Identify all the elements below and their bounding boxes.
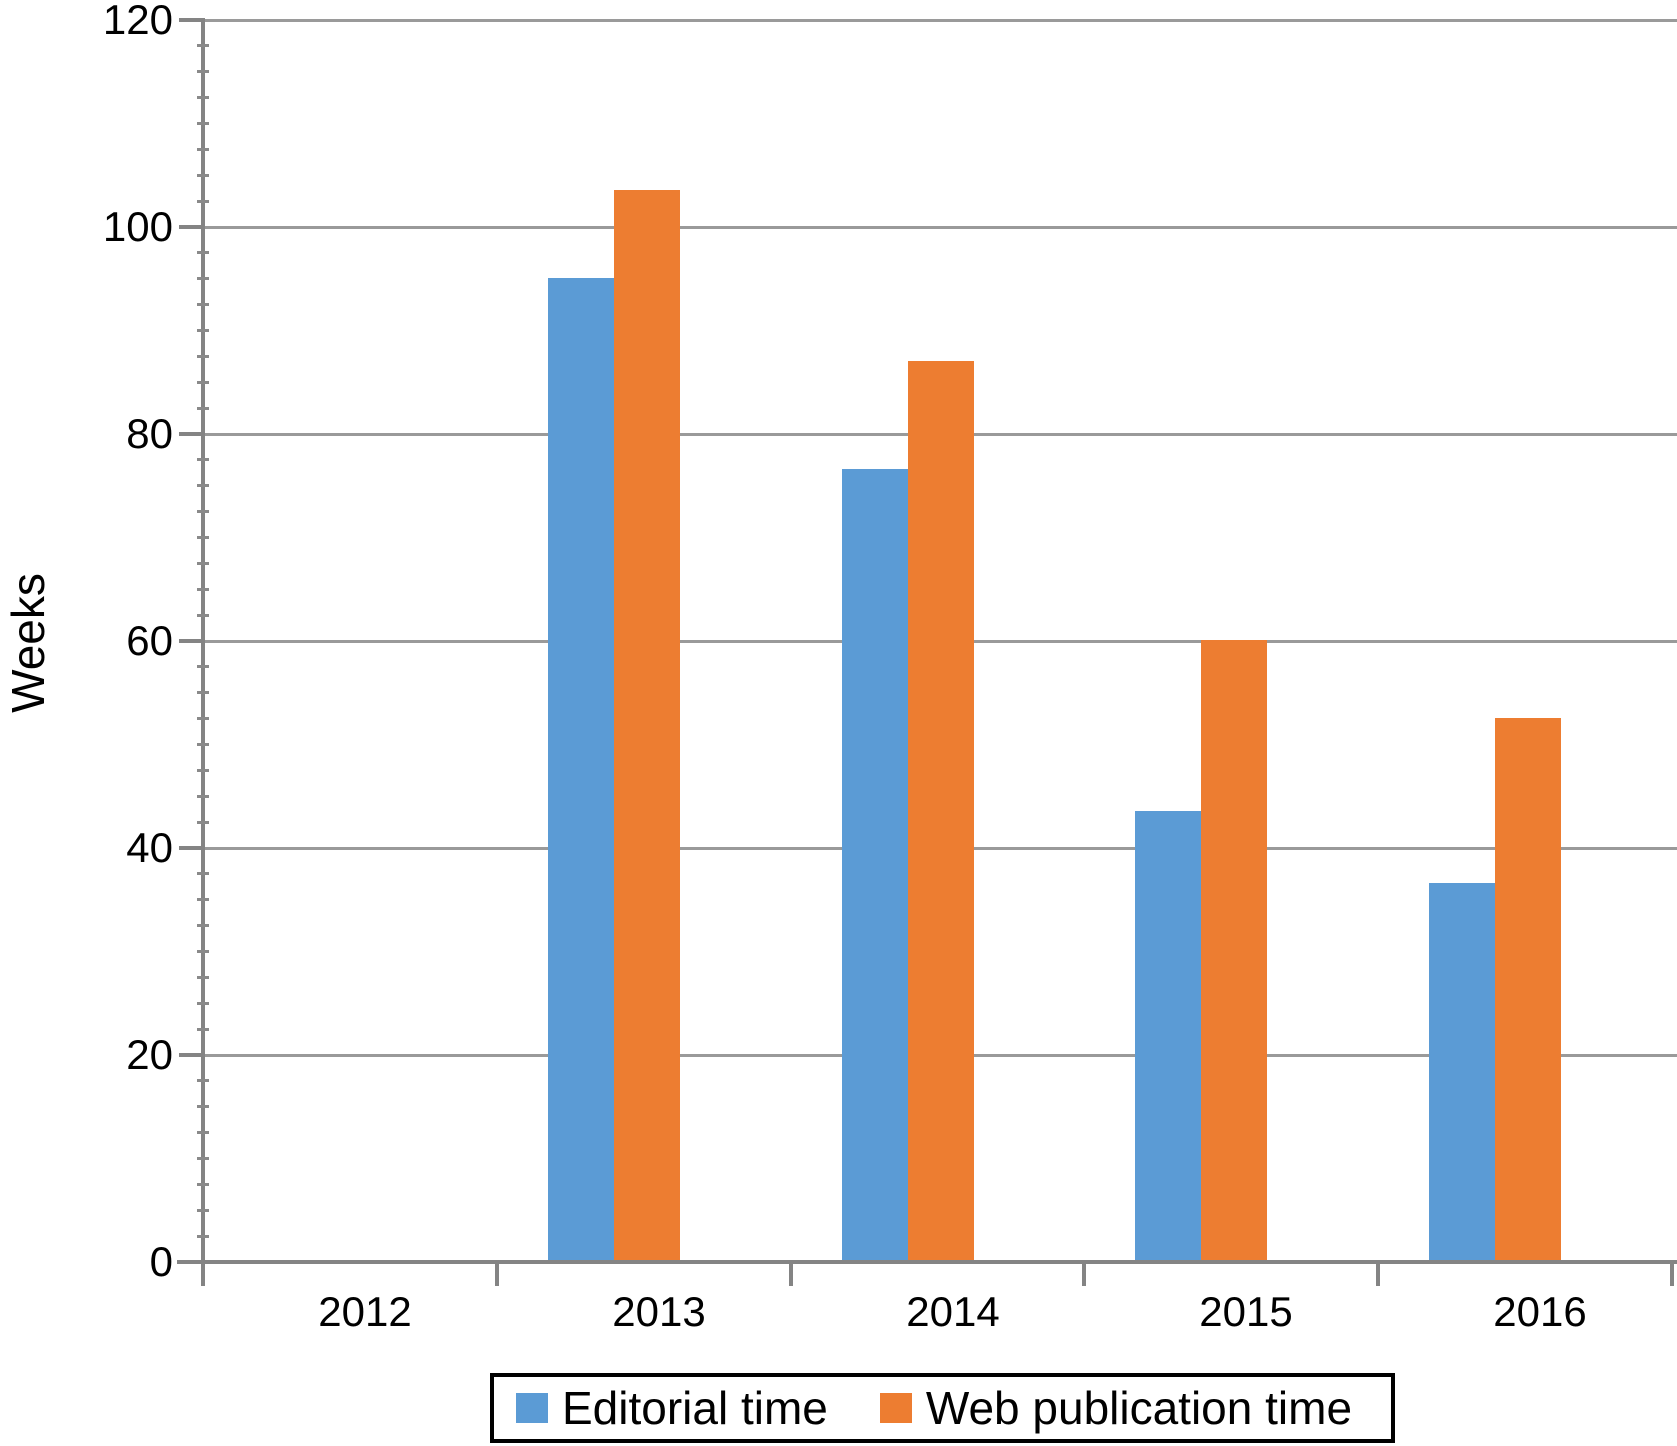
x-boundary-tick-4 xyxy=(1376,1260,1380,1286)
bar-editorial-time-2014 xyxy=(842,469,908,1261)
legend-label-editorial-time: Editorial time xyxy=(562,1382,828,1434)
y-minor-tick-87.5 xyxy=(197,354,209,358)
y-minor-tick-75 xyxy=(197,484,209,488)
legend-swatch-editorial-time-icon xyxy=(516,1393,548,1423)
y-minor-tick-67.5 xyxy=(197,561,209,565)
y-major-tick-60 xyxy=(179,639,205,643)
y-minor-tick-77.5 xyxy=(197,458,209,462)
y-minor-tick-62.5 xyxy=(197,613,209,617)
y-minor-tick-25 xyxy=(197,1001,209,1005)
y-minor-tick-107.5 xyxy=(197,147,209,151)
x-boundary-tick-2 xyxy=(789,1260,793,1286)
y-minor-tick-65 xyxy=(197,587,209,591)
x-axis-line xyxy=(177,1260,1677,1264)
y-tick-label-100: 100 xyxy=(102,203,173,250)
y-minor-tick-92.5 xyxy=(197,303,209,307)
y-minor-tick-102.5 xyxy=(197,199,209,203)
legend-label-web-publication-time: Web publication time xyxy=(925,1382,1353,1434)
y-minor-tick-7.5 xyxy=(197,1182,209,1186)
y-minor-tick-42.5 xyxy=(197,820,209,824)
legend-item-editorial-time: Editorial time xyxy=(516,1378,828,1438)
y-tick-label-60: 60 xyxy=(126,617,173,664)
y-minor-tick-12.5 xyxy=(197,1131,209,1135)
y-tick-label-80: 80 xyxy=(126,410,173,457)
x-boundary-tick-1 xyxy=(495,1260,499,1286)
gridline-y-100 xyxy=(203,225,1677,229)
y-minor-tick-17.5 xyxy=(197,1079,209,1083)
x-boundary-tick-0 xyxy=(201,1260,205,1286)
y-major-tick-20 xyxy=(179,1053,205,1057)
y-minor-tick-35 xyxy=(197,898,209,902)
y-minor-tick-72.5 xyxy=(197,510,209,514)
y-minor-tick-105 xyxy=(197,173,209,177)
y-minor-tick-82.5 xyxy=(197,406,209,410)
bar-web-publication-time-2015 xyxy=(1201,640,1267,1261)
y-minor-tick-110 xyxy=(197,122,209,125)
y-minor-tick-112.5 xyxy=(197,96,209,100)
y-major-tick-0 xyxy=(179,1260,205,1264)
y-minor-tick-95 xyxy=(197,277,209,281)
bar-web-publication-time-2014 xyxy=(908,361,974,1261)
x-boundary-tick-3 xyxy=(1082,1260,1086,1286)
y-minor-tick-2.5 xyxy=(197,1234,209,1238)
y-minor-tick-70 xyxy=(197,536,209,539)
x-tick-label-2013: 2013 xyxy=(612,1288,706,1335)
x-boundary-tick-5 xyxy=(1670,1260,1674,1286)
y-minor-tick-5 xyxy=(197,1208,209,1212)
bar-editorial-time-2016 xyxy=(1429,883,1495,1261)
bar-editorial-time-2013 xyxy=(548,278,614,1261)
y-minor-tick-115 xyxy=(197,70,209,74)
bar-editorial-time-2015 xyxy=(1135,811,1201,1261)
y-major-tick-120 xyxy=(179,18,205,22)
y-minor-tick-90 xyxy=(197,329,209,332)
y-minor-tick-22.5 xyxy=(197,1027,209,1031)
legend-item-web-publication-time: Web publication time xyxy=(879,1378,1353,1438)
y-minor-tick-117.5 xyxy=(197,44,209,48)
x-tick-label-2016: 2016 xyxy=(1493,1288,1587,1335)
legend-swatch-web-publication-time-icon xyxy=(879,1393,912,1423)
y-tick-label-0: 0 xyxy=(149,1238,173,1285)
y-tick-label-120: 120 xyxy=(102,0,173,43)
y-tick-label-20: 20 xyxy=(126,1031,173,1078)
y-tick-label-40: 40 xyxy=(126,824,173,871)
y-major-tick-100 xyxy=(179,225,205,229)
x-tick-label-2014: 2014 xyxy=(906,1288,1000,1335)
y-minor-tick-85 xyxy=(197,380,209,384)
legend: Editorial time Web publication time xyxy=(490,1373,1395,1443)
y-minor-tick-30 xyxy=(197,950,209,953)
bar-web-publication-time-2016 xyxy=(1495,718,1561,1261)
x-tick-label-2015: 2015 xyxy=(1199,1288,1293,1335)
gridline-y-120 xyxy=(203,18,1677,22)
y-minor-tick-57.5 xyxy=(197,665,209,669)
x-tick-label-2012: 2012 xyxy=(318,1288,412,1335)
y-minor-tick-27.5 xyxy=(197,975,209,979)
bar-web-publication-time-2013 xyxy=(614,190,680,1261)
y-major-tick-40 xyxy=(179,846,205,850)
y-minor-tick-50 xyxy=(197,743,209,746)
y-minor-tick-47.5 xyxy=(197,768,209,772)
y-minor-tick-32.5 xyxy=(197,924,209,928)
y-minor-tick-15 xyxy=(197,1105,209,1109)
y-minor-tick-52.5 xyxy=(197,717,209,721)
y-major-tick-80 xyxy=(179,432,205,436)
y-minor-tick-10 xyxy=(197,1157,209,1160)
y-axis-title: Weeks xyxy=(2,573,54,713)
y-minor-tick-45 xyxy=(197,794,209,798)
y-minor-tick-37.5 xyxy=(197,872,209,876)
y-minor-tick-55 xyxy=(197,691,209,695)
y-minor-tick-97.5 xyxy=(197,251,209,255)
